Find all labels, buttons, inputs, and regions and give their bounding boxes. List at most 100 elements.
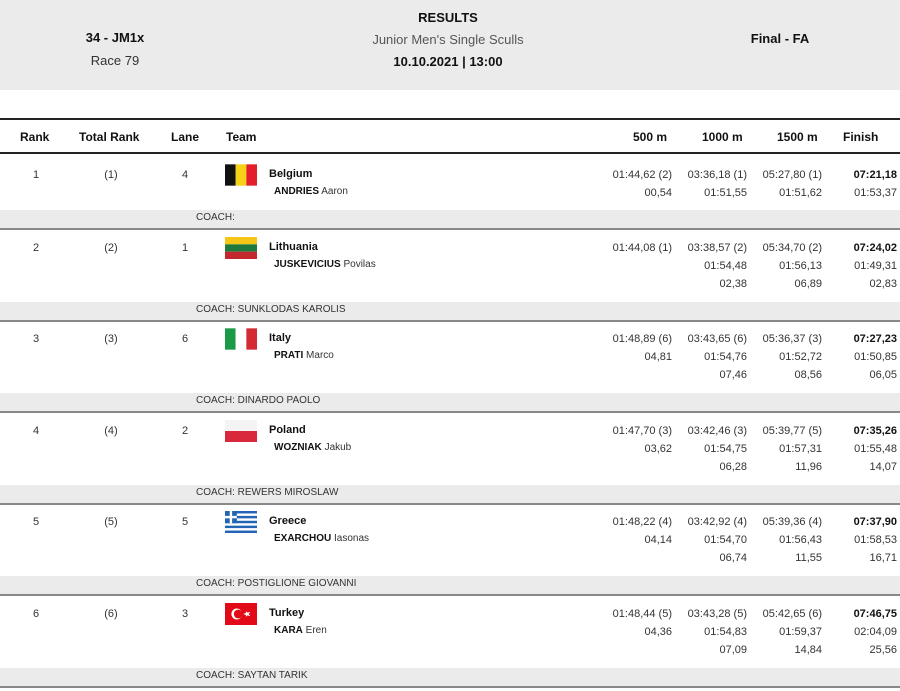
finish-time: 07:24,02 bbox=[853, 242, 897, 254]
split-1000m-behind: 07,09 bbox=[719, 644, 747, 656]
event-datetime: 10.10.2021 | 13:00 bbox=[393, 54, 503, 69]
finish-time-segment: 01:49,31 bbox=[854, 260, 897, 272]
finish-time-behind: 16,71 bbox=[869, 552, 897, 564]
split-1500m-behind: 14,84 bbox=[794, 644, 822, 656]
athlete-firstname: Povilas bbox=[343, 259, 376, 270]
athlete-firstname: Iasonas bbox=[334, 533, 370, 544]
split-1000m-segment: 01:51,55 bbox=[704, 187, 747, 199]
country-name: Turkey bbox=[269, 607, 305, 619]
split-1500m-behind: 11,55 bbox=[795, 552, 822, 564]
split-1000m-behind: 02,38 bbox=[719, 278, 747, 290]
split-1000m-behind: 06,74 bbox=[719, 552, 747, 564]
coach-row: COACH: bbox=[0, 210, 900, 230]
coach-label: COACH: DINARDO PAOLO bbox=[196, 395, 321, 406]
coach-row: COACH: REWERS MIROSLAW bbox=[0, 485, 900, 505]
rank-value: 1 bbox=[32, 169, 40, 181]
split-1500m: 05:34,70 (2) bbox=[762, 242, 822, 254]
col-1000m: 1000 m bbox=[702, 130, 743, 144]
finish-time-behind: 02,83 bbox=[869, 278, 897, 290]
split-500m-segment: 04,36 bbox=[644, 626, 672, 638]
split-1000m-segment: 01:54,76 bbox=[704, 351, 747, 363]
athlete-firstname: Marco bbox=[306, 350, 334, 361]
coach-label: COACH: SUNKLODAS KAROLIS bbox=[196, 304, 346, 315]
split-1500m-segment: 01:51,62 bbox=[779, 187, 822, 199]
split-1000m: 03:43,28 (5) bbox=[687, 608, 747, 620]
split-1500m-segment: 01:52,72 bbox=[779, 351, 822, 363]
total-rank-value: (5) bbox=[104, 516, 118, 528]
coach-label: COACH: bbox=[196, 212, 235, 223]
athlete-name: WOZNIAK Jakub bbox=[274, 439, 351, 456]
split-1000m-segment: 01:54,75 bbox=[704, 443, 747, 455]
event-info: 34 - JM1x Race 79 bbox=[45, 30, 185, 68]
finish-time-behind: 25,56 bbox=[869, 644, 897, 656]
split-1500m-segment: 01:57,31 bbox=[779, 443, 822, 455]
col-finish: Finish bbox=[843, 130, 879, 144]
country-name: Belgium bbox=[269, 168, 313, 180]
finish-time-segment: 01:58,53 bbox=[854, 534, 897, 546]
athlete-surname: JUSKEVICIUS bbox=[274, 259, 341, 270]
split-1500m: 05:39,77 (5) bbox=[762, 425, 822, 437]
race-phase: Final - FA bbox=[750, 31, 810, 46]
col-1500m: 1500 m bbox=[777, 130, 818, 144]
greece-flag-icon bbox=[225, 511, 257, 533]
event-name: Junior Men's Single Sculls bbox=[372, 32, 524, 47]
split-1500m-segment: 01:59,37 bbox=[779, 626, 822, 638]
split-500m-segment: 04,14 bbox=[644, 534, 672, 546]
italy-flag-icon bbox=[225, 328, 257, 350]
split-1500m: 05:39,36 (4) bbox=[762, 516, 822, 528]
split-1500m-behind: 08,56 bbox=[794, 369, 822, 381]
athlete-name: ANDRIES Aaron bbox=[274, 183, 348, 200]
country-name: Lithuania bbox=[269, 241, 318, 253]
coach-row: COACH: DINARDO PAOLO bbox=[0, 393, 900, 413]
finish-time-behind: 06,05 bbox=[869, 369, 897, 381]
country-name: Poland bbox=[269, 424, 306, 436]
athlete-firstname: Aaron bbox=[321, 186, 348, 197]
rank-value: 6 bbox=[32, 608, 40, 620]
total-rank-value: (3) bbox=[104, 333, 118, 345]
lithuania-flag-icon bbox=[225, 237, 257, 259]
split-1000m: 03:42,46 (3) bbox=[687, 425, 747, 437]
rank-value: 4 bbox=[32, 425, 40, 437]
poland-flag-icon bbox=[225, 420, 257, 442]
athlete-firstname: Jakub bbox=[324, 442, 352, 453]
country-name: Greece bbox=[269, 515, 307, 527]
split-1500m: 05:27,80 (1) bbox=[762, 169, 822, 181]
split-1000m-segment: 01:54,83 bbox=[704, 626, 747, 638]
coach-label: COACH: SAYTAN TARIK bbox=[196, 670, 308, 681]
split-1000m: 03:38,57 (2) bbox=[687, 242, 747, 254]
col-500m: 500 m bbox=[633, 130, 668, 144]
coach-label: COACH: POSTIGLIONE GIOVANNI bbox=[196, 578, 357, 589]
split-500m: 01:47,70 (3) bbox=[612, 425, 672, 437]
finish-time-segment: 01:50,85 bbox=[854, 351, 897, 363]
total-rank-value: (1) bbox=[104, 169, 118, 181]
split-500m: 01:44,08 (1) bbox=[612, 242, 672, 254]
lane-value: 6 bbox=[181, 333, 189, 345]
coach-row: COACH: SAYTAN TARIK bbox=[0, 668, 900, 688]
page-title: RESULTS bbox=[418, 10, 478, 25]
country-name: Italy bbox=[269, 332, 292, 344]
lane-value: 5 bbox=[181, 516, 189, 528]
split-1500m-behind: 06,89 bbox=[794, 278, 822, 290]
finish-time: 07:37,90 bbox=[853, 516, 897, 528]
split-1000m: 03:36,18 (1) bbox=[687, 169, 747, 181]
total-rank-value: (4) bbox=[104, 425, 118, 437]
finish-time: 07:46,75 bbox=[853, 608, 897, 620]
split-1500m: 05:36,37 (3) bbox=[762, 333, 822, 345]
lane-value: 2 bbox=[181, 425, 189, 437]
finish-time: 07:35,26 bbox=[853, 425, 897, 437]
athlete-surname: KARA bbox=[274, 625, 303, 636]
event-code: 34 - JM1x bbox=[85, 30, 145, 45]
finish-time-segment: 02:04,09 bbox=[854, 626, 897, 638]
split-500m-segment: 00,54 bbox=[644, 187, 672, 199]
lane-value: 3 bbox=[181, 608, 189, 620]
total-rank-value: (6) bbox=[104, 608, 118, 620]
lane-value: 4 bbox=[181, 169, 189, 181]
split-500m: 01:48,44 (5) bbox=[612, 608, 672, 620]
col-total-rank: Total Rank bbox=[79, 130, 140, 144]
total-rank-value: (2) bbox=[104, 242, 118, 254]
race-number: Race 79 bbox=[90, 53, 140, 68]
split-1000m-behind: 07,46 bbox=[719, 369, 747, 381]
finish-time: 07:21,18 bbox=[853, 169, 897, 181]
finish-time-segment: 01:55,48 bbox=[854, 443, 897, 455]
athlete-surname: ANDRIES bbox=[274, 186, 320, 197]
